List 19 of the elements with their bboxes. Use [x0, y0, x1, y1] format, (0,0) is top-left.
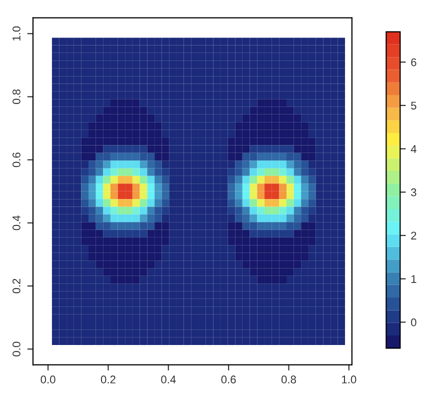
x-tick-label: 0.6 — [221, 376, 236, 384]
color-bar-label: 0 — [411, 318, 416, 326]
color-bar-label: 1 — [411, 275, 416, 283]
color-bar-label: 2 — [411, 232, 416, 240]
x-tick-label: 1.0 — [342, 376, 356, 384]
color-bar-label: 4 — [410, 145, 416, 153]
x-tick-label: 0.8 — [281, 376, 296, 384]
color-bar-label: 6 — [411, 58, 416, 66]
color-bar-label: 5 — [411, 102, 416, 110]
y-tick-label: 0.8 — [12, 89, 20, 104]
y-tick-label: 0.6 — [12, 152, 20, 168]
y-tick-label: 1.0 — [12, 26, 20, 41]
x-tick-label: 0.2 — [100, 376, 116, 384]
y-tick-label: 0.2 — [12, 278, 20, 294]
y-tick-label: 0.4 — [12, 216, 20, 230]
y-tick-label: 0.0 — [12, 342, 20, 356]
x-tick-label: 0.4 — [161, 376, 176, 384]
x-tick-label: 0.0 — [40, 376, 56, 384]
color-bar-label: 3 — [411, 188, 416, 196]
